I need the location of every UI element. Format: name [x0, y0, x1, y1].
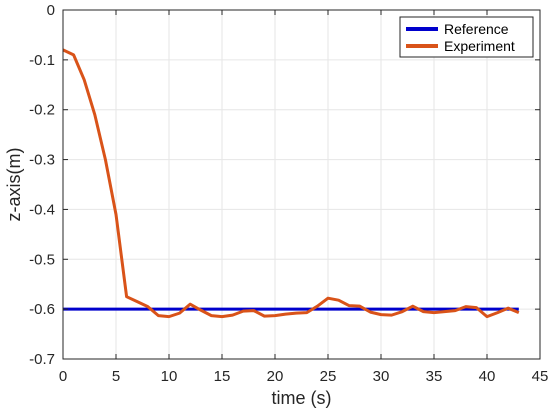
y-tick-label: 0 [47, 2, 55, 19]
plot-area [63, 10, 540, 359]
legend-label-experiment: Experiment [444, 38, 515, 54]
series-layer [62, 48, 520, 319]
x-tick-label: 25 [320, 368, 337, 385]
x-tick-label: 45 [532, 368, 549, 385]
legend-label-reference: Reference [444, 21, 509, 37]
x-tick-label: 30 [373, 368, 390, 385]
y-tick-label: -0.1 [29, 52, 55, 69]
x-tick-label: 5 [112, 368, 120, 385]
series-line-experiment [62, 48, 520, 319]
x-tick-label: 0 [59, 368, 67, 385]
x-tick-label: 10 [161, 368, 178, 385]
y-tick-label: -0.7 [29, 351, 55, 368]
x-tick-label: 35 [426, 368, 443, 385]
y-tick-label: -0.5 [29, 251, 55, 268]
y-tick-label: -0.3 [29, 152, 55, 169]
x-axis-label: time (s) [272, 388, 332, 408]
x-tick-label: 40 [479, 368, 496, 385]
x-tick-label: 15 [214, 368, 231, 385]
ticks [62, 9, 541, 360]
tick-labels: 0 5 10 15 20 25 30 35 40 45 0 -0.1 -0.2 -0.3 -0.4 -0.5 -… [29, 2, 548, 385]
legend-box [399, 16, 534, 58]
x-tick-label: 20 [267, 368, 284, 385]
y-axis-label: z-axis(m) [4, 148, 24, 222]
y-tick-label: -0.4 [29, 201, 55, 218]
y-tick-label: -0.2 [29, 102, 55, 119]
y-tick-label: -0.6 [29, 301, 55, 318]
plot-frame [62, 9, 541, 360]
